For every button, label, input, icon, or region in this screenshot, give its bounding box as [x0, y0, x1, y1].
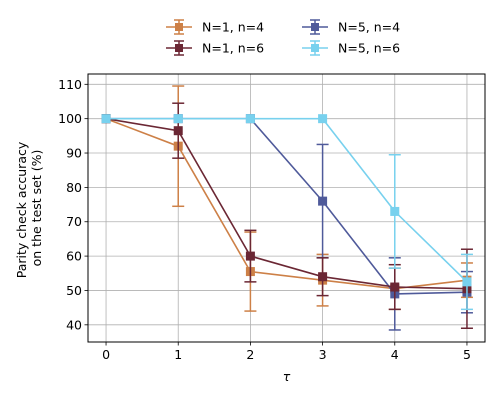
y-tick-label: 90	[66, 146, 82, 161]
data-point	[318, 114, 328, 124]
x-tick-label: 3	[319, 347, 327, 362]
data-point	[245, 114, 255, 124]
data-point	[390, 206, 400, 216]
y-tick-label: 50	[66, 283, 82, 298]
data-point	[173, 114, 183, 124]
data-point	[390, 282, 400, 292]
data-point	[462, 277, 472, 287]
x-tick-label: 2	[246, 347, 254, 362]
legend-label: N=1, n=6	[202, 41, 264, 56]
y-tick-label: 60	[66, 249, 82, 264]
y-tick-label: 80	[66, 180, 82, 195]
y-axis-label: Parity check accuracy on the test set (%…	[14, 138, 44, 278]
series-3	[101, 114, 473, 311]
plot-frame	[87, 73, 486, 343]
series-line	[106, 117, 468, 283]
legend-swatch-marker	[175, 23, 183, 31]
data-point	[318, 272, 328, 282]
series-0	[101, 85, 473, 312]
legend-label: N=1, n=4	[202, 20, 264, 35]
series-2	[101, 102, 473, 330]
series-line	[105, 117, 468, 290]
legend-label: N=5, n=4	[338, 20, 400, 35]
legend-swatch-marker	[175, 44, 183, 52]
legend-item: N=1, n=4	[166, 19, 264, 35]
y-axis-label-line-1: Parity check accuracy	[14, 141, 29, 278]
legend-label: N=5, n=6	[338, 41, 400, 56]
legend-item: N=5, n=4	[302, 19, 400, 35]
data-point	[318, 196, 328, 206]
x-tick-label: 1	[174, 347, 182, 362]
y-tick-label: 40	[66, 317, 82, 332]
y-tick-label: 70	[66, 214, 82, 229]
data-point	[245, 251, 255, 261]
x-tick-label: 5	[463, 347, 471, 362]
y-tick-label: 100	[58, 111, 82, 126]
series-layer	[101, 85, 473, 331]
y-axis-label-line-2: on the test set (%)	[29, 150, 44, 267]
y-tick-label: 110	[58, 77, 82, 92]
legend: N=1, n=4 N=1, n=6 N=5, n=4 N=5, n=6	[166, 19, 400, 56]
series-line	[105, 117, 468, 290]
data-point	[101, 114, 111, 124]
legend-item: N=5, n=6	[302, 40, 400, 56]
legend-swatch-marker	[311, 44, 319, 52]
data-point	[173, 126, 183, 136]
x-tick-label: 0	[102, 347, 110, 362]
x-tick-label: 4	[391, 347, 399, 362]
legend-swatch-marker	[311, 23, 319, 31]
series-line	[106, 117, 468, 295]
x-axis-label: τ	[283, 369, 291, 384]
grid	[88, 74, 485, 342]
legend-item: N=1, n=6	[166, 40, 264, 56]
ticks: 0 1 2 3 4 5 40 50 60 70 80 90 100 110	[58, 77, 471, 362]
